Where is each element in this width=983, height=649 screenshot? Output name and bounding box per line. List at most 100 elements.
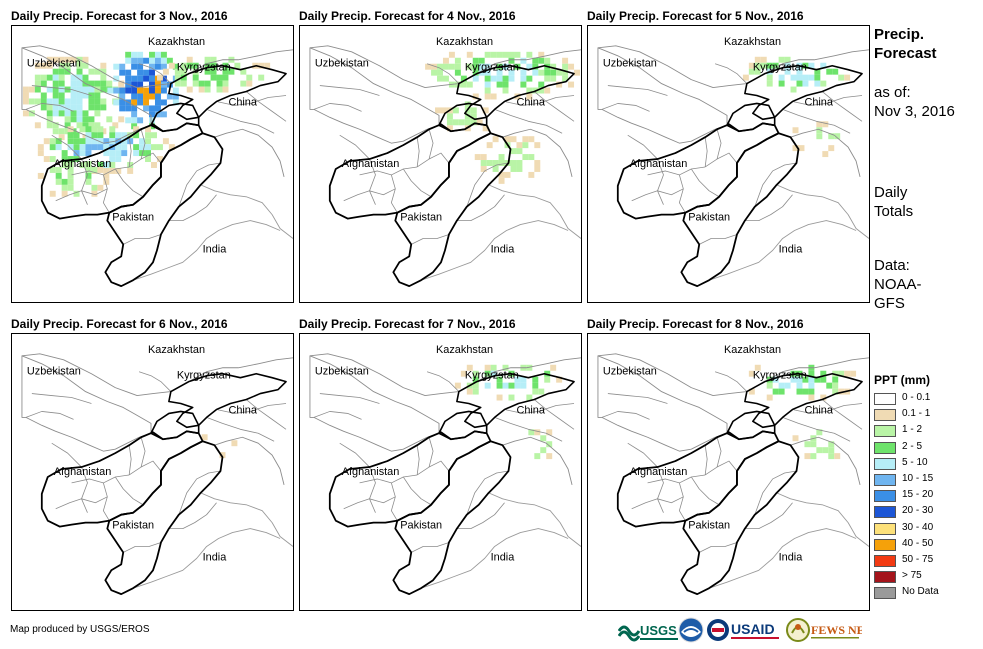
precip-cell [448,63,455,70]
precip-cell [222,74,229,81]
province-boundary [343,188,396,202]
precip-cell [76,74,83,81]
province-boundary [51,442,82,468]
precip-cell [70,128,77,135]
precip-cell [52,128,59,135]
noaa-logo [678,617,704,643]
precip-cell [143,99,150,106]
precip-cell [107,87,114,94]
precip-cell [550,364,557,371]
precip-cell [544,376,551,383]
forecast-map: Kazakhstan Uzbekistan Kyrgyzstan China Afgha… [11,25,294,303]
precip-cell [466,388,473,395]
label-india: India [203,243,228,255]
precip-cell [55,178,62,185]
precip-cell [151,162,157,168]
precip-cell [168,62,175,69]
precip-cell [28,98,35,105]
label-kyrgyzstan: Kyrgyzstan [753,370,807,382]
precip-cell [534,142,541,149]
precip-cell [790,86,797,93]
precip-cell [125,51,132,58]
precip-cell [804,453,811,460]
precip-cell [508,69,515,76]
province-boundary [25,411,74,420]
precip-cell [109,126,116,133]
precip-cell [480,160,487,166]
legend-swatch [874,522,896,535]
precip-cell [180,62,187,69]
precip-cell [470,113,477,120]
province-boundary [782,417,851,442]
precip-cell [109,138,116,145]
precip-cell [154,93,161,100]
map-canvas: Kazakhstan Uzbekistan Kyrgyzstan China Afgha… [21,36,293,288]
kyrgyzstan-outline [456,64,575,121]
province-boundary [178,162,221,207]
precip-cell [816,121,823,128]
province-boundary [416,460,450,476]
precip-cell [264,62,271,69]
precip-cell [192,74,199,81]
precip-cell [151,144,157,151]
precip-cell [425,63,432,70]
precip-cell [778,80,785,87]
precip-cell [172,63,179,70]
precip-cell [228,68,235,75]
province-boundary [466,470,509,515]
precip-cell [435,107,441,114]
precip-cell [484,75,491,82]
precip-cell [804,441,811,448]
precip-cell [838,370,845,377]
precip-cell [446,125,453,132]
precip-cell [496,51,503,58]
precip-cell [139,150,146,157]
province-boundary [416,152,450,168]
precip-cell [210,56,217,63]
precip-cell [143,75,150,82]
province-boundary [55,188,108,202]
kyrgyzstan-outline [168,372,287,429]
precip-cell [149,69,155,76]
precip-cell [748,68,755,75]
precip-cell [832,376,839,383]
precip-cell [822,447,829,454]
precip-cell [498,154,505,161]
precip-cell [160,99,167,106]
precip-cell [133,132,140,139]
precip-cell [58,110,65,117]
precip-cell [109,132,116,139]
precip-cell [119,69,126,76]
precip-cell [97,126,104,133]
precip-cell [832,388,839,395]
precip-cell [532,382,539,389]
precip-cell [508,382,515,389]
precip-cell [149,57,155,64]
precip-cell [137,69,144,76]
precip-cell [121,132,128,139]
legend-label: 15 - 20 [902,489,934,501]
pakistan-outline [104,440,224,596]
precip-cell [88,122,95,129]
pakistan-outline [104,132,224,288]
precip-cell [94,92,101,99]
precip-cell [94,110,101,117]
province-boundary [81,158,88,205]
precip-cell [784,68,791,75]
precip-cell [516,165,523,172]
province-boundary [246,91,287,122]
precip-cell [502,364,509,371]
precip-cell [440,107,447,114]
map-canvas: Kazakhstan Uzbekistan Kyrgyzstan China Afgha… [309,344,581,596]
precip-cell [466,364,473,371]
totals-line1: Daily [874,184,908,201]
precip-cell [85,138,92,145]
precip-cell [514,51,521,58]
province-boundary [128,460,162,476]
precip-cell [760,62,767,69]
precip-cell [160,51,167,58]
precip-cell [88,68,95,75]
precip-cell [149,105,155,112]
precip-cell [520,75,527,82]
precip-cell [115,144,122,151]
